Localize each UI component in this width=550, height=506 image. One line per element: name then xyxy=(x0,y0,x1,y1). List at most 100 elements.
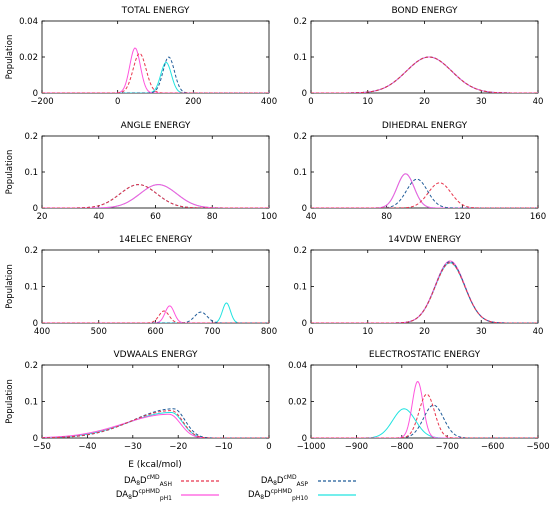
panels: TOTAL ENERGY−200 0 200 40000.020.04Populati… xyxy=(5,6,550,452)
y-axis-label: Population xyxy=(5,150,15,195)
plot-frame xyxy=(310,249,539,324)
panel-title: ELECTROSTATIC ENERGY xyxy=(369,350,481,360)
x-tick-label: 0 xyxy=(115,97,120,107)
panel-5: 14ELEC ENERGY 400 500 600 700 800 0 0.1 0.2 Popul… xyxy=(5,235,277,337)
y-tick-label: 0.04 xyxy=(288,361,307,371)
plot-frame xyxy=(41,135,270,209)
x-tick-label: 200 xyxy=(185,97,201,107)
x-tick-label: −30 xyxy=(124,442,142,452)
x-tick-label: 400 xyxy=(34,327,50,337)
legend-entry-ash: DA8DcMDASH xyxy=(124,474,219,488)
series-line-ph1 xyxy=(42,47,269,93)
x-tick-label: −500 xyxy=(526,442,549,452)
y-tick-label: 0.1 xyxy=(293,53,307,63)
series-line-ash xyxy=(42,184,269,208)
x-tick-label: 30 xyxy=(476,97,487,107)
plot-frame xyxy=(310,20,539,94)
series-line-asp xyxy=(42,184,269,208)
x-tick-label: 100 xyxy=(261,212,277,222)
x-tick-label: 40 xyxy=(533,327,544,337)
legend-label: DA8DcMDASP xyxy=(261,474,309,488)
x-tick-label: 700 xyxy=(204,327,220,337)
legend-entry-ph1: DA8DcpHMDpH1 xyxy=(116,488,219,502)
panel-title: 14VDW ENERGY xyxy=(388,235,461,245)
y-tick-label: 0.2 xyxy=(24,132,38,142)
x-tick-label: 20 xyxy=(37,212,48,222)
y-tick-label: 0 xyxy=(33,319,38,329)
x-tick-label: −700 xyxy=(436,442,459,452)
legend-label: DA8DcMDASH xyxy=(124,474,172,488)
x-tick-label: 80 xyxy=(381,212,392,222)
series-line-ash xyxy=(311,182,538,208)
panel-4: DIHEDRAL ENERGY 40 80 120 160 0 0.1 0.2 xyxy=(293,121,546,222)
x-tick-label: −800 xyxy=(390,442,413,452)
x-tick-label: 500 xyxy=(91,327,107,337)
x-axis-label: E (kcal/mol) xyxy=(128,460,182,470)
x-tick-label: 0 xyxy=(266,442,271,452)
panel-title: TOTAL ENERGY xyxy=(121,6,190,16)
plot-frame xyxy=(310,364,539,439)
x-tick-label: −900 xyxy=(345,442,368,452)
x-tick-label: 120 xyxy=(454,212,470,222)
plot-frame xyxy=(41,249,270,324)
x-tick-label: 20 xyxy=(419,327,430,337)
panel-2: BOND ENERGY 0 10 20 30 40 0 0.1 0.2 xyxy=(293,6,543,107)
y-tick-label: 0.2 xyxy=(293,246,307,256)
y-tick-label: 0.2 xyxy=(24,361,38,371)
y-axis-label: Population xyxy=(5,264,15,309)
panel-1: TOTAL ENERGY−200 0 200 40000.020.04Populati… xyxy=(5,6,277,107)
plot-frame xyxy=(41,20,270,94)
y-tick-label: 0 xyxy=(302,204,307,214)
legend-label: DA8DcpHMDpH1 xyxy=(116,488,172,502)
x-tick-label: 40 xyxy=(93,212,104,222)
series-line-ph10 xyxy=(311,408,538,438)
series-line-ph10 xyxy=(42,61,269,93)
x-tick-label: −40 xyxy=(78,442,96,452)
x-tick-label: 10 xyxy=(362,97,373,107)
legend-entry-asp: DA8DcMDASP xyxy=(261,474,356,488)
y-tick-label: 0.2 xyxy=(293,132,307,142)
y-tick-label: 0.04 xyxy=(19,17,38,27)
panel-7: VDWAALS ENERGY −50 −40 −30 −20 −10 0 0 0.1 0.2 Pop… xyxy=(5,350,272,452)
series-line-ash xyxy=(42,410,269,438)
series-line-asp xyxy=(42,56,269,93)
x-tick-label: 600 xyxy=(147,327,163,337)
series-line-ph1 xyxy=(311,173,538,208)
series-line-ash xyxy=(311,56,538,93)
panel-title: ANGLE ENERGY xyxy=(121,121,191,131)
panel-6: 14VDW ENERGY 0 10 20 30 40 0 0.1 0.2 xyxy=(293,235,543,337)
legend-entry-ph10: DA8DcpHMDpH10 xyxy=(248,488,356,502)
x-tick-label: 0 xyxy=(308,327,313,337)
x-tick-label: −1000 xyxy=(297,442,326,452)
x-tick-label: −50 xyxy=(33,442,51,452)
x-tick-label: 10 xyxy=(362,327,373,337)
legend-label: DA8DcpHMDpH10 xyxy=(248,488,308,502)
y-tick-label: 0 xyxy=(33,89,38,99)
series-line-ph1 xyxy=(311,381,538,438)
y-tick-label: 0.1 xyxy=(293,283,307,293)
plot-frame xyxy=(41,364,270,439)
x-tick-label: −20 xyxy=(169,442,187,452)
y-tick-label: 0.2 xyxy=(293,17,307,27)
series-line-ph1 xyxy=(311,260,538,323)
series-line-ph1 xyxy=(42,305,269,323)
y-tick-label: 0.1 xyxy=(24,283,38,293)
x-tick-label: 80 xyxy=(207,212,218,222)
series-line-ph1 xyxy=(42,413,269,438)
y-tick-label: 0 xyxy=(33,434,38,444)
panel-3: ANGLE ENERGY 20 40 60 80 100 0 0.1 0.2 Population xyxy=(5,121,277,222)
series-line-ph10 xyxy=(311,262,538,323)
x-tick-label: 30 xyxy=(476,327,487,337)
panel-8: ELECTROSTATIC ENERGY −1000 −900 −800 −700 −60… xyxy=(288,350,550,452)
series-line-ash xyxy=(42,52,269,93)
series-line-asp xyxy=(311,56,538,93)
y-axis-label: Population xyxy=(5,379,15,424)
series-line-asp xyxy=(311,178,538,208)
y-tick-label: 0.02 xyxy=(288,398,307,408)
series-line-ph1 xyxy=(311,56,538,93)
series-line-ph10 xyxy=(311,173,538,208)
x-tick-label: 60 xyxy=(150,212,161,222)
series-line-ph10 xyxy=(42,411,269,438)
x-tick-label: −600 xyxy=(481,442,504,452)
series-line-ash xyxy=(311,262,538,323)
